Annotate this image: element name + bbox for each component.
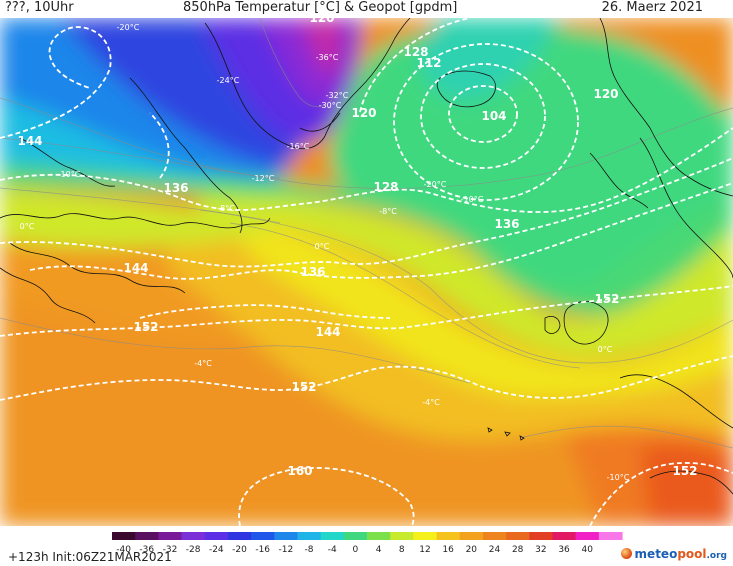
colorbar-tick-label: 32	[535, 545, 546, 555]
colorbar-tick-label: 8	[399, 545, 405, 555]
temp-label: -16°C	[287, 142, 310, 151]
coastlines	[0, 18, 733, 495]
colorbar-swatch	[274, 532, 299, 540]
colorbar-swatch	[181, 532, 206, 540]
colorbar-tick-label: 0	[353, 545, 359, 555]
geopot-label: 136	[163, 181, 188, 195]
colorbar-swatch	[135, 532, 159, 540]
geopot-label: 136	[494, 217, 519, 231]
temp-label: -8°C	[379, 207, 397, 216]
colorbar-tick-label: -12	[279, 545, 294, 555]
temp-label: 0°C	[598, 345, 613, 354]
temperature-colorbar: -40 -36 -32 -28 -24 -20 -16 -12 -8 -4 0 4 8 12 16 20 24 2…	[112, 532, 623, 555]
geopot-label: 128	[373, 180, 398, 194]
geopot-label: 136	[300, 265, 325, 279]
geopot-label: 144	[123, 261, 148, 275]
temp-label: 0°C	[20, 222, 35, 231]
colorbar-tick-label: -20	[232, 545, 247, 555]
colorbar-swatch	[529, 532, 554, 540]
colorbar-swatch	[390, 532, 414, 540]
temperature-field	[0, 18, 733, 526]
geopot-label: 144	[17, 134, 42, 148]
colorbar-tick-label: 20	[466, 545, 478, 555]
colorbar-swatch	[436, 532, 461, 540]
geopot-label: 160	[287, 464, 312, 478]
temp-label: -4°C	[422, 398, 440, 407]
colorbar-swatch	[482, 532, 507, 540]
colorbar-swatch	[297, 532, 322, 540]
colorbar-tick-label: -16	[255, 545, 270, 555]
geopot-label: 152	[291, 380, 316, 394]
colorbar-swatch	[598, 532, 623, 540]
temp-label: -8°C	[217, 204, 235, 213]
colorbar-tick-label: -8	[305, 545, 314, 555]
colorbar-tick-label: 12	[419, 545, 430, 555]
forecast-date: 26. Maerz 2021	[601, 0, 703, 15]
temperature-label-layer: -20°C -36°C -32°C -30°C -24°C -10°C -16°…	[20, 23, 630, 482]
colorbar-swatch	[320, 532, 345, 540]
colorbar-swatch	[112, 532, 136, 540]
colorbar-tick-label: 24	[489, 545, 501, 555]
colorbar-swatch	[343, 532, 368, 540]
colorbar-tick-label: 16	[442, 545, 454, 555]
temp-label: -32°C	[326, 91, 349, 100]
colorbar-tick-label: 28	[512, 545, 524, 555]
geopot-label: 104	[481, 109, 506, 123]
footer-bar: +123h Init:06Z21MAR2021	[0, 526, 733, 566]
colorbar-tick-label: -4	[328, 545, 337, 555]
colorbar-swatch	[251, 532, 275, 540]
geopot-label: 152	[594, 292, 619, 306]
brand-logo[interactable]: meteopool.org	[620, 547, 727, 561]
geopot-label: 128	[403, 45, 428, 59]
geopot-label: 152	[133, 320, 158, 334]
colorbar-swatch	[413, 532, 438, 540]
colorbar-swatch	[367, 532, 391, 540]
temp-label: -12°C	[252, 174, 275, 183]
geopotential-contours	[0, 18, 733, 526]
colorbar-swatch	[506, 532, 530, 540]
geopot-label: 144	[315, 325, 340, 339]
geopot-label: 120	[351, 106, 376, 120]
temp-label: 0°C	[315, 242, 330, 251]
colorbar-tick-label: -36	[139, 545, 154, 555]
temp-label: -4°C	[194, 359, 212, 368]
colorbar-tick-label: 36	[558, 545, 570, 555]
colorbar-swatch	[204, 532, 229, 540]
geopotential-label-layer: 144 136 128 120 112 104 120 128 136 144 …	[17, 18, 697, 478]
temp-label: -30°C	[319, 101, 342, 110]
run-init-label: +123h Init:06Z21MAR2021	[8, 550, 172, 564]
forecast-day-label: ???, 10Uhr	[5, 0, 74, 15]
geopot-label: 120	[309, 18, 334, 25]
colorbar-swatch	[459, 532, 484, 540]
geopot-label: 120	[593, 87, 618, 101]
colorbar-swatch	[552, 532, 577, 540]
map-title: 850hPa Temperatur [°C] & Geopot [gpdm]	[183, 0, 458, 15]
colorbar-tick-label: -40	[116, 545, 131, 555]
colorbar-tick-label: -28	[186, 545, 201, 555]
temp-label: -20°C	[424, 180, 447, 189]
weather-map[interactable]: 144 136 128 120 112 104 120 128 136 144 …	[0, 18, 733, 526]
brand-dot-icon	[620, 548, 632, 559]
weather-map-svg: 144 136 128 120 112 104 120 128 136 144 …	[0, 18, 733, 526]
colorbar-tick-label: 40	[582, 545, 594, 555]
colorbar-tick-label: -32	[163, 545, 178, 555]
colorbar-swatch	[158, 532, 183, 540]
colorbar-swatch	[575, 532, 600, 540]
isotherms	[0, 18, 733, 449]
temp-label: -10°C	[58, 170, 81, 179]
geopot-label: 112	[416, 56, 441, 70]
geopot-label: 152	[672, 464, 697, 478]
colorbar-tick-label: 4	[376, 545, 382, 555]
colorbar-swatch	[227, 532, 252, 540]
temp-label: -20°C	[117, 23, 140, 32]
temp-label: -10°C	[607, 473, 630, 482]
temp-label: -24°C	[217, 76, 240, 85]
temp-label: -36°C	[316, 53, 339, 62]
temp-label: -10°C	[461, 195, 484, 204]
colorbar-tick-label: -24	[209, 545, 224, 555]
